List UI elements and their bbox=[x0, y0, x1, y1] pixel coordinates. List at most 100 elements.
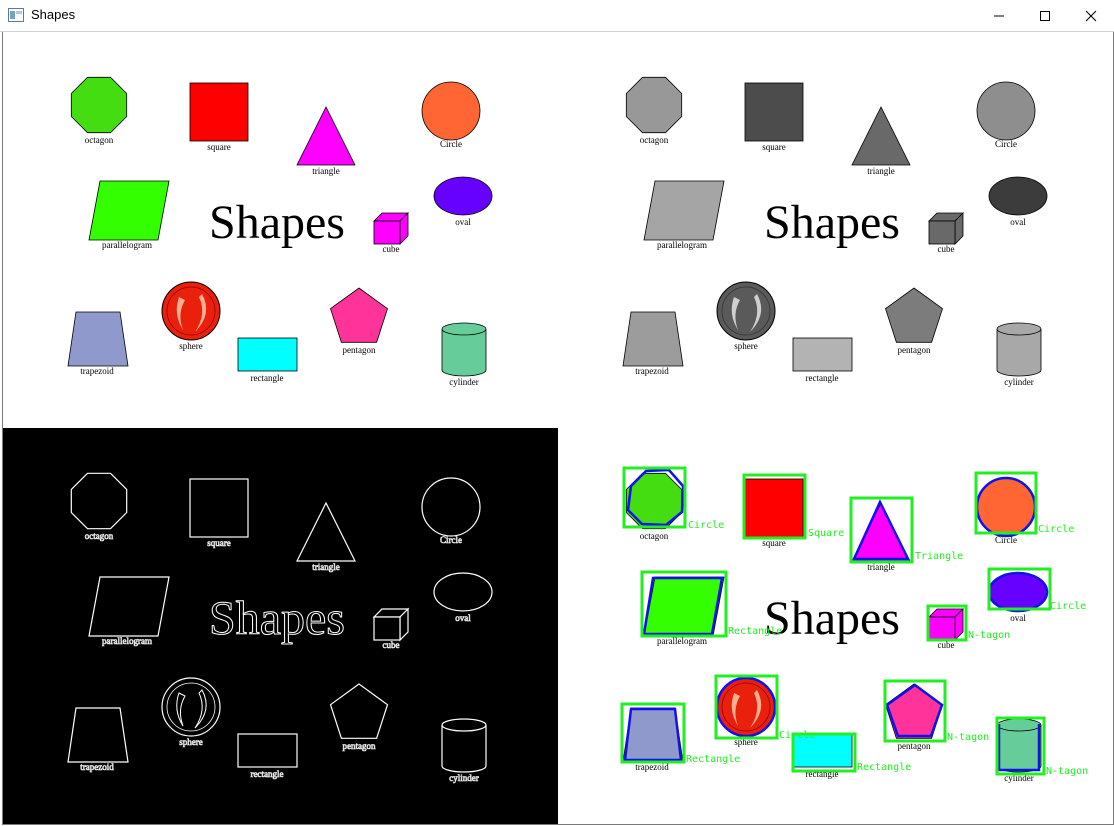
detection-trapezoid: Rectangle bbox=[620, 702, 740, 765]
detection-label-rectangle: Rectangle bbox=[857, 762, 911, 773]
edge-label-square: square bbox=[207, 538, 231, 548]
detection-contour-cylinder bbox=[997, 724, 1041, 772]
detection-box-triangle bbox=[849, 496, 914, 564]
gray-sphere bbox=[716, 281, 776, 341]
color-label-sphere: sphere bbox=[179, 341, 203, 351]
gray-parallelogram bbox=[643, 180, 725, 241]
gray-label-pentagon: pentagon bbox=[898, 345, 931, 355]
edge-label-parallelogram: parallelogram bbox=[102, 636, 152, 646]
window-title: Shapes bbox=[31, 7, 76, 22]
edge-label-cube: cube bbox=[383, 640, 400, 650]
det-cube-front bbox=[928, 616, 956, 641]
color-label-rectangle: rectangle bbox=[251, 373, 284, 383]
detection-box-cube bbox=[926, 604, 968, 642]
det-cylinder-body bbox=[996, 725, 1042, 773]
gray-label-cube: cube bbox=[938, 244, 955, 254]
edge-cube bbox=[372, 607, 410, 642]
edge-label-rectangle: rectangle bbox=[251, 769, 284, 779]
detection-label-pentagon: N-tagon bbox=[947, 732, 989, 743]
detection-parallelogram: Rectangle bbox=[640, 570, 782, 638]
det-square bbox=[744, 478, 804, 538]
gray-label-sphere: sphere bbox=[734, 341, 758, 351]
det-label-sphere: sphere bbox=[734, 737, 758, 747]
det-label-cylinder: cylinder bbox=[1004, 773, 1034, 783]
minimize-button[interactable] bbox=[976, 0, 1022, 31]
detection-label-trapezoid: Rectangle bbox=[686, 754, 740, 765]
image-canvas: Shapes octagon square triangle Circle paralle… bbox=[2, 32, 1114, 825]
gray-cylinder bbox=[996, 322, 1042, 377]
edge-label-octagon: octagon bbox=[85, 531, 114, 541]
detection-box-rectangle bbox=[791, 732, 857, 773]
detection-contour-octagon bbox=[626, 468, 685, 527]
app-icon bbox=[8, 8, 24, 22]
detection-box-circle bbox=[974, 471, 1038, 535]
detection-octagon: Circle bbox=[622, 466, 724, 531]
color-label-square: square bbox=[207, 142, 231, 152]
detection-label-parallelogram: Rectangle bbox=[728, 626, 782, 637]
detection-contour-pentagon bbox=[885, 683, 944, 738]
color-label-trapezoid: trapezoid bbox=[80, 366, 114, 376]
det-sphere-highlight-left bbox=[731, 693, 740, 726]
color-circle bbox=[421, 81, 481, 141]
color-sphere-highlight-right bbox=[195, 294, 207, 332]
detection-box-oval bbox=[987, 567, 1052, 611]
detection-box-trapezoid bbox=[620, 702, 686, 764]
edge-sphere-highlight-right bbox=[194, 689, 207, 729]
edge-oval bbox=[433, 572, 493, 612]
detection-box-sphere bbox=[714, 674, 779, 740]
color-label-cylinder: cylinder bbox=[449, 377, 479, 387]
edge-cube-front bbox=[373, 616, 401, 641]
gray-cylinder-body bbox=[996, 329, 1042, 377]
det-cylinder bbox=[996, 718, 1042, 773]
color-label-octagon: octagon bbox=[85, 135, 114, 145]
detection-label-cylinder: N-tagon bbox=[1046, 766, 1088, 777]
edge-parallelogram bbox=[88, 576, 170, 637]
color-cube-front bbox=[373, 220, 401, 245]
gray-trapezoid bbox=[622, 311, 684, 367]
maximize-button[interactable] bbox=[1022, 0, 1068, 31]
edge-label-cylinder: cylinder bbox=[449, 773, 479, 783]
color-trapezoid bbox=[67, 311, 129, 367]
maximize-icon bbox=[1040, 11, 1050, 21]
gray-rectangle bbox=[792, 337, 853, 372]
edge-trapezoid bbox=[67, 707, 129, 763]
title-bar[interactable]: Shapes bbox=[0, 0, 1114, 32]
det-label-oval: oval bbox=[1010, 613, 1026, 623]
edge-square bbox=[189, 478, 249, 538]
gray-sphere-ring bbox=[721, 286, 771, 336]
detection-contour-trapezoid bbox=[623, 707, 683, 762]
edge-sphere-body bbox=[161, 677, 221, 737]
det-label-trapezoid: trapezoid bbox=[635, 762, 669, 772]
detection-box-pentagon bbox=[883, 679, 947, 743]
edge-rectangle bbox=[237, 733, 298, 768]
gray-label-oval: oval bbox=[1010, 217, 1026, 227]
det-label-circle: Circle bbox=[995, 535, 1017, 545]
color-sphere bbox=[161, 281, 221, 341]
edge-sphere-ring bbox=[166, 682, 216, 732]
detection-label-triangle: Triangle bbox=[915, 551, 963, 562]
gray-label-octagon: octagon bbox=[640, 135, 669, 145]
original-color-panel: Shapes octagon square triangle Circle paralle… bbox=[3, 32, 558, 428]
det-octagon bbox=[625, 472, 683, 530]
gray-sphere-highlight-right bbox=[750, 294, 762, 332]
det-label-pentagon: pentagon bbox=[898, 741, 931, 751]
edge-octagon bbox=[70, 472, 128, 530]
close-button[interactable] bbox=[1068, 0, 1114, 31]
detection-cube: N-tagon bbox=[926, 604, 1010, 642]
det-triangle bbox=[851, 502, 911, 562]
gray-sphere-body bbox=[716, 281, 776, 341]
edges-panel: Shapes octagon square triangle Circle paralle… bbox=[3, 428, 558, 824]
edge-cylinder-body bbox=[441, 725, 487, 773]
gray-circle bbox=[976, 81, 1036, 141]
color-rectangle bbox=[237, 337, 298, 372]
edge-pentagon bbox=[329, 683, 389, 739]
edge-sphere bbox=[161, 677, 221, 737]
detection-label-cube: N-tagon bbox=[968, 630, 1010, 641]
detection-box-square bbox=[742, 473, 807, 540]
detection-circle: Circle bbox=[974, 471, 1074, 538]
detection-box-cylinder bbox=[995, 716, 1046, 776]
det-heading: Shapes bbox=[764, 592, 900, 645]
detection-rectangle: Rectangle bbox=[791, 732, 911, 773]
gray-label-trapezoid: trapezoid bbox=[635, 366, 669, 376]
close-icon bbox=[1085, 10, 1097, 22]
